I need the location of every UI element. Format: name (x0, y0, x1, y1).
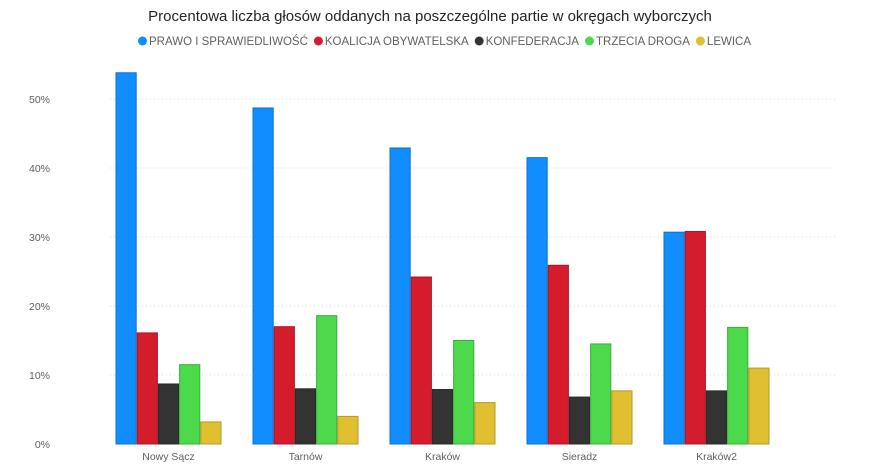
legend-item[interactable]: PRAWO I SPRAWIEDLIWOŚĆ (138, 35, 308, 48)
legend-label: TRZECIA DROGA (596, 36, 690, 48)
legend-item[interactable]: KOALICJA OBYWATELSKA (313, 36, 469, 48)
bar[interactable] (568, 396, 591, 445)
legend-marker (138, 36, 147, 46)
y-axis: 0% 10% 20% 30% 40% 50% (29, 94, 50, 451)
y-tick-label: 50% (29, 94, 50, 106)
y-tick-label: 10% (29, 370, 50, 382)
bar[interactable] (748, 367, 770, 445)
gridlines (110, 98, 836, 376)
bar[interactable] (389, 147, 411, 445)
bar[interactable] (294, 388, 317, 445)
bar[interactable] (316, 315, 338, 445)
bar[interactable] (157, 383, 180, 445)
legend-marker (313, 36, 323, 46)
legend: PRAWO I SPRAWIEDLIWOŚĆ KOALICJA OBYWATELS… (138, 35, 751, 48)
bar[interactable] (410, 276, 432, 445)
bar[interactable] (526, 157, 548, 445)
legend-marker (474, 36, 484, 46)
bar[interactable] (684, 230, 706, 445)
bar[interactable] (705, 390, 728, 445)
x-tick-label: Nowy Sącz (142, 451, 195, 463)
bar[interactable] (136, 332, 158, 445)
bar[interactable] (547, 264, 569, 445)
legend-marker (584, 36, 594, 46)
legend-item[interactable]: TRZECIA DROGA (584, 36, 690, 48)
bar[interactable] (337, 415, 359, 445)
bar[interactable] (115, 72, 137, 445)
legend-label: PRAWO I SPRAWIEDLIWOŚĆ (149, 35, 308, 48)
legend-label: KOALICJA OBYWATELSKA (325, 36, 469, 48)
bar-group (115, 72, 222, 445)
bar-group (252, 107, 359, 445)
bar[interactable] (179, 364, 201, 445)
bar-group (389, 147, 496, 445)
bar[interactable] (727, 326, 749, 445)
x-axis: Nowy Sącz Tarnów Kraków Sieradz Kraków2 (142, 451, 737, 463)
bar-group (526, 157, 633, 445)
y-tick-label: 20% (29, 301, 50, 313)
legend-label: LEWICA (707, 36, 751, 48)
x-tick-label: Sieradz (562, 451, 598, 463)
legend-marker (695, 36, 705, 46)
bar[interactable] (273, 326, 295, 445)
bar[interactable] (474, 402, 496, 445)
legend-label: KONFEDERACJA (486, 36, 580, 48)
bars (115, 72, 770, 445)
y-tick-label: 30% (29, 232, 50, 244)
y-tick-label: 0% (35, 439, 50, 451)
bar[interactable] (663, 231, 685, 445)
bar[interactable] (590, 343, 612, 445)
bar[interactable] (252, 107, 274, 445)
bar[interactable] (431, 388, 454, 445)
x-tick-label: Tarnów (289, 451, 323, 463)
x-tick-label: Kraków (425, 451, 460, 463)
legend-item[interactable]: LEWICA (695, 36, 751, 48)
bar-group (663, 230, 770, 445)
legend-item[interactable]: KONFEDERACJA (474, 36, 580, 48)
y-tick-label: 40% (29, 163, 50, 175)
x-tick-label: Kraków2 (696, 451, 737, 463)
bar[interactable] (200, 421, 222, 445)
chart-title: Procentowa liczba głosów oddanych na pos… (148, 8, 712, 25)
bar[interactable] (453, 340, 475, 445)
bar[interactable] (611, 390, 633, 445)
